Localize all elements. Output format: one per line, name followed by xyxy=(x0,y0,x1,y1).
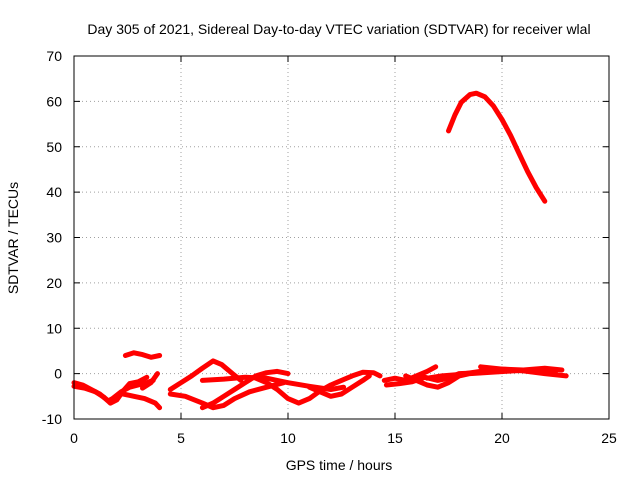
y-axis-label: SDTVAR / TECUs xyxy=(5,182,21,294)
series-line-track-16 xyxy=(478,364,565,373)
y-tick-label: 20 xyxy=(46,275,62,291)
series-line-track-3 xyxy=(120,391,163,411)
y-tick-label: 50 xyxy=(46,139,62,155)
series-line-track-4 xyxy=(122,350,163,360)
y-tick-label: 10 xyxy=(46,320,62,336)
x-tick-label: 15 xyxy=(387,430,403,446)
x-tick-label: 25 xyxy=(601,430,617,446)
y-tick-label: -10 xyxy=(42,411,62,427)
y-tick-label: 0 xyxy=(54,366,62,382)
x-tick-label: 20 xyxy=(494,430,510,446)
y-tick-label: 70 xyxy=(46,48,62,64)
series-line-track-11 xyxy=(306,373,372,399)
series-line-track-2 xyxy=(71,374,150,406)
y-tick-labels: -10 0 10 20 30 40 50 60 70 xyxy=(42,48,62,427)
grid xyxy=(74,56,609,419)
axis-ticks xyxy=(73,55,610,420)
y-tick-label: 60 xyxy=(46,93,62,109)
series-line-track-6 xyxy=(167,358,244,392)
x-tick-labels: 0 5 10 15 20 25 xyxy=(70,430,617,446)
series-line-track-8 xyxy=(199,368,291,411)
series-line-track-5 xyxy=(140,371,160,391)
x-tick-label: 0 xyxy=(70,430,78,446)
y-tick-label: 40 xyxy=(46,184,62,200)
chart-title: Day 305 of 2021, Sidereal Day-to-day VTE… xyxy=(87,21,590,37)
y-tick-label: 30 xyxy=(46,230,62,246)
x-axis-label: GPS time / hours xyxy=(286,457,393,473)
series-line-track-17 xyxy=(446,90,548,204)
data-series xyxy=(71,90,569,411)
x-tick-label: 10 xyxy=(280,430,296,446)
series-line-track-7 xyxy=(167,380,287,411)
x-tick-label: 5 xyxy=(177,430,185,446)
